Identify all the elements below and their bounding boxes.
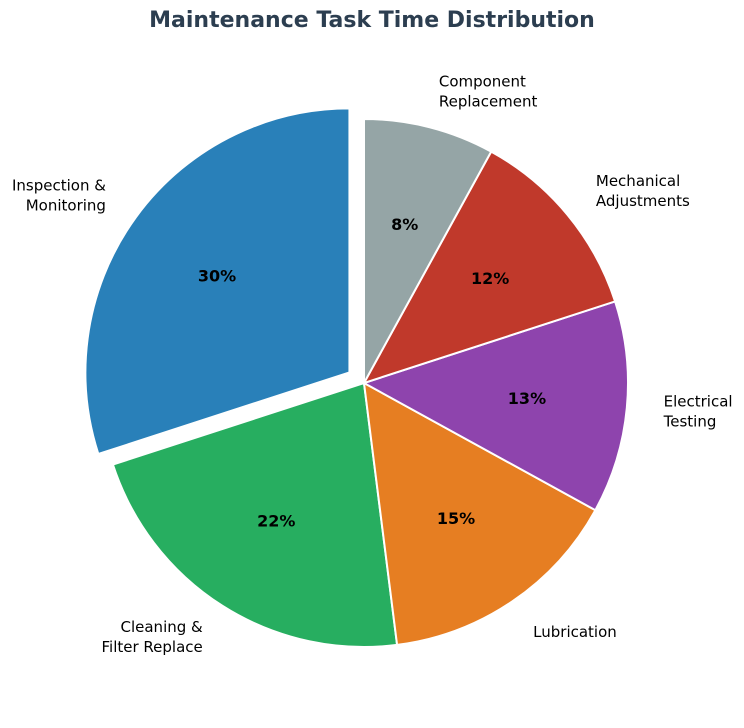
pie-slice (363, 117, 493, 384)
slice-category-label: Electrical Testing (663, 392, 733, 430)
pie-slice (362, 381, 597, 647)
slice-category-label: Cleaning & Filter Replace (101, 618, 203, 656)
slice-category-label: Lubrication (533, 623, 617, 641)
slice-percent-label: 13% (508, 389, 546, 408)
slice-category-label: Inspection & Monitoring (12, 177, 106, 215)
slice-category-label: Component Replacement (439, 72, 538, 110)
slice-percent-label: 22% (257, 512, 295, 531)
slice-percent-label: 30% (198, 267, 236, 286)
pie-slice (111, 381, 399, 648)
pie-slice (361, 150, 617, 385)
chart-title: Maintenance Task Time Distribution (149, 8, 595, 33)
pie-slice (84, 107, 351, 456)
pie-slice (361, 300, 629, 512)
slice-percent-label: 8% (391, 215, 418, 234)
slice-percent-label: 12% (471, 269, 509, 288)
slice-category-label: Mechanical Adjustments (596, 172, 690, 210)
slice-percent-label: 15% (437, 509, 475, 528)
